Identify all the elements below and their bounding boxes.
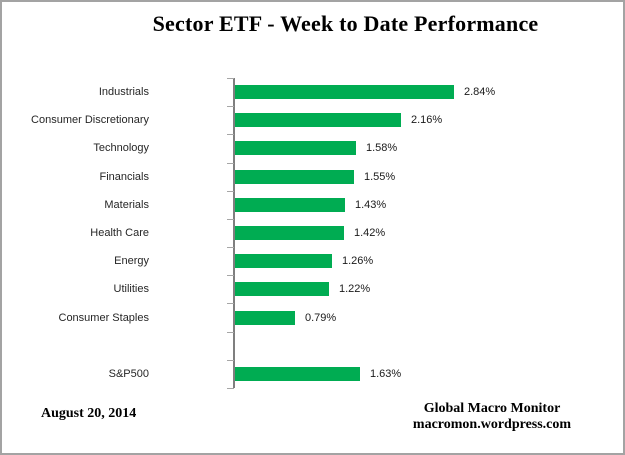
- category-label: Utilities: [113, 283, 149, 296]
- category-label: Health Care: [90, 227, 149, 240]
- bar-row: Health Care 1.42%: [2, 219, 623, 247]
- axis-tick: [227, 78, 234, 79]
- footer-date: August 20, 2014: [41, 406, 137, 421]
- bar: [235, 226, 344, 241]
- chart-title: Sector ETF - Week to Date Performance: [152, 11, 539, 36]
- category-label: S&P500: [108, 367, 149, 380]
- category-label: Industrials: [98, 86, 149, 99]
- bar: [235, 197, 345, 212]
- bar-row: Consumer Discretionary 2.16%: [2, 106, 623, 134]
- bar: [235, 85, 454, 100]
- axis-tick: [227, 134, 234, 135]
- value-label: 1.43%: [355, 198, 387, 211]
- bar-rows: Industrials 2.84% Consumer Discretionary 2.…: [2, 78, 623, 388]
- value-label: 1.63%: [370, 367, 402, 380]
- bar-row: Utilities 1.22%: [2, 275, 623, 303]
- category-label: Financials: [99, 170, 149, 183]
- plot-area: Industrials 2.84% Consumer Discretionary 2.…: [2, 78, 623, 390]
- footer-source: Global Macro Monitor macromon.wordpress.…: [394, 401, 590, 433]
- value-label: 2.84%: [464, 86, 496, 99]
- bar-row: S&P500 1.63%: [2, 360, 623, 388]
- footer-source-line2: macromon.wordpress.com: [412, 417, 572, 432]
- axis-tick: [227, 163, 234, 164]
- value-label: 1.55%: [364, 170, 396, 183]
- bar-row: Industrials 2.84%: [2, 78, 623, 106]
- axis-tick: [227, 247, 234, 248]
- value-label: 1.58%: [366, 142, 398, 155]
- category-axis: [233, 78, 235, 388]
- bar: [235, 254, 332, 269]
- bar: [235, 113, 401, 128]
- axis-tick: [227, 191, 234, 192]
- bar-row: Technology 1.58%: [2, 134, 623, 162]
- axis-tick: [227, 332, 234, 333]
- value-label: 0.79%: [305, 311, 337, 324]
- value-label: 1.26%: [342, 255, 374, 268]
- axis-tick: [227, 388, 234, 389]
- category-label: Consumer Discretionary: [31, 114, 149, 127]
- bar-row: Financials 1.55%: [2, 163, 623, 191]
- axis-tick: [227, 219, 234, 220]
- axis-tick: [227, 360, 234, 361]
- value-label: 1.22%: [339, 283, 371, 296]
- axis-tick: [227, 275, 234, 276]
- value-label: 2.16%: [411, 114, 443, 127]
- bar-row: [2, 332, 623, 360]
- axis-tick: [227, 106, 234, 107]
- bar: [235, 282, 329, 297]
- bar: [235, 141, 356, 156]
- bar: [235, 366, 360, 381]
- bar: [235, 310, 295, 325]
- bar-row: Materials 1.43%: [2, 191, 623, 219]
- footer-source-line1: Global Macro Monitor: [423, 401, 561, 416]
- category-label: Consumer Staples: [58, 311, 150, 324]
- category-label: Energy: [114, 255, 149, 268]
- value-label: 1.42%: [354, 227, 386, 240]
- bar: [235, 169, 354, 184]
- axis-tick: [227, 303, 234, 304]
- category-label: Technology: [93, 142, 149, 155]
- bar-row: Energy 1.26%: [2, 247, 623, 275]
- category-label: Materials: [104, 198, 149, 211]
- bar-row: Consumer Staples 0.79%: [2, 304, 623, 332]
